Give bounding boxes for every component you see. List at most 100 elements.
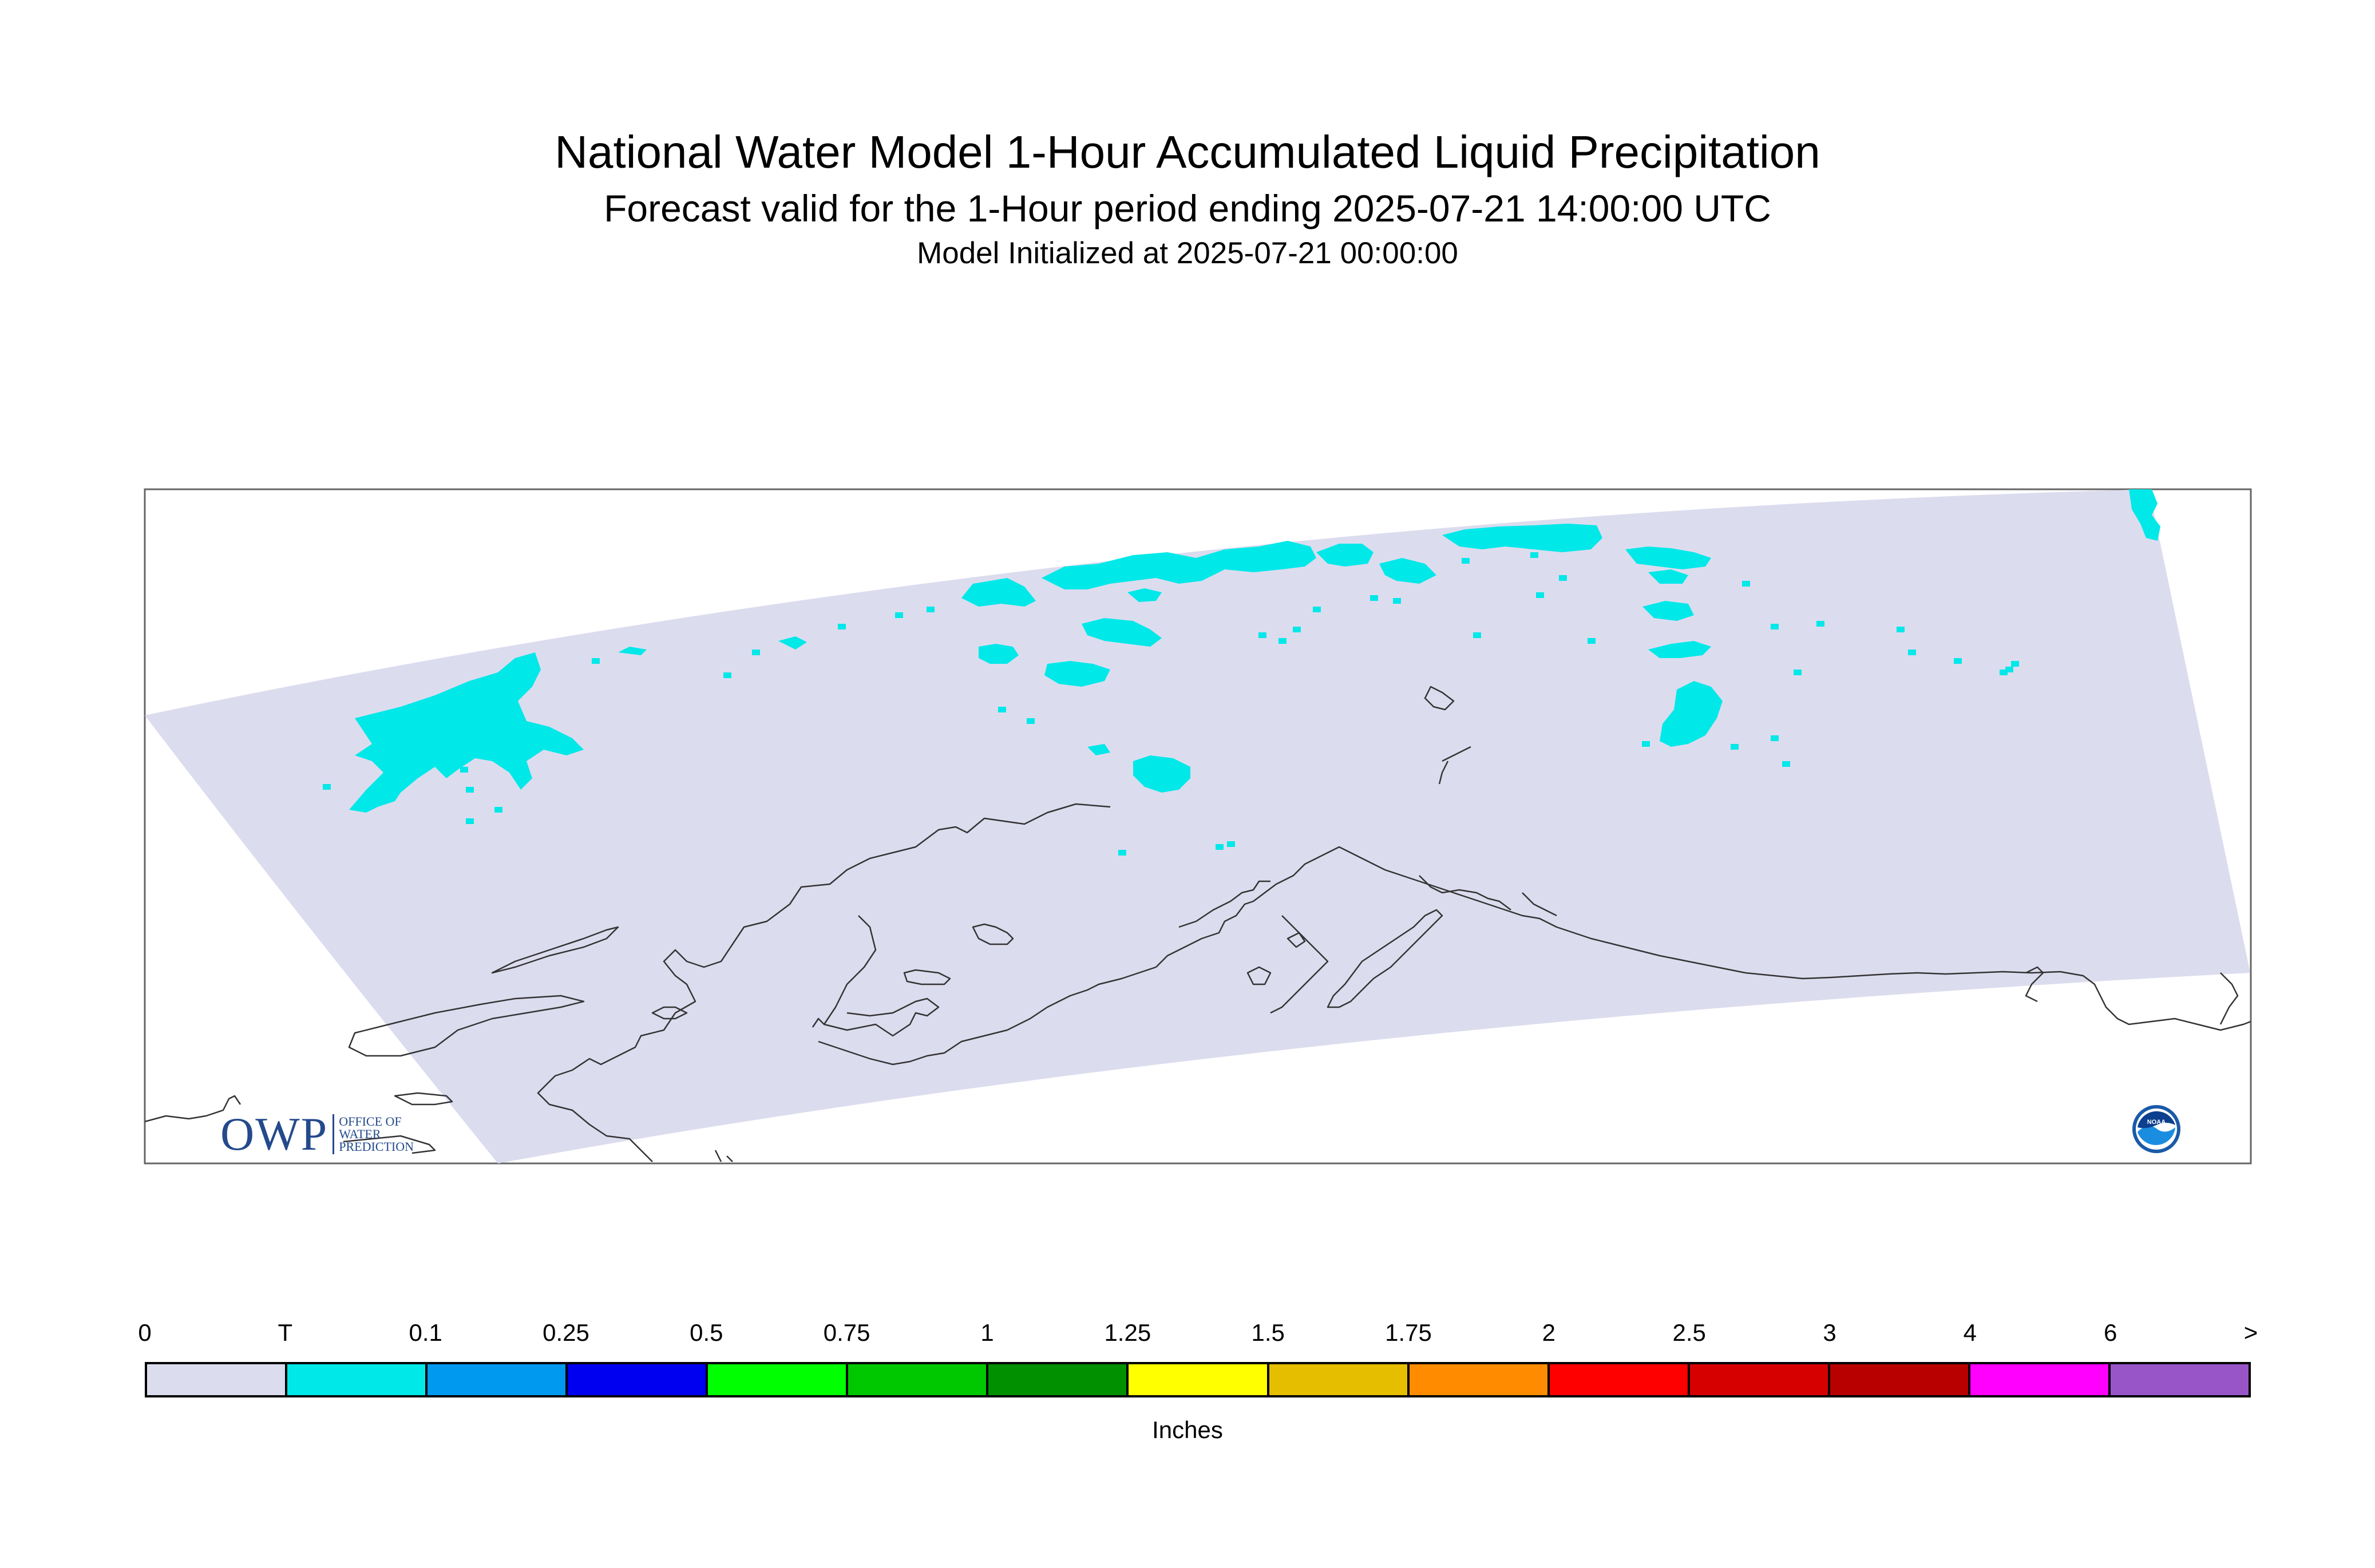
precip-trace-area <box>466 818 474 824</box>
coastline <box>1522 892 1557 917</box>
coastline <box>714 1150 733 1162</box>
precip-trace-area <box>1954 658 1962 664</box>
legend-tick-label: 6 <box>2103 1319 2117 1346</box>
coastline <box>1287 932 1306 948</box>
precip-trace-area <box>1771 624 1779 629</box>
precip-trace-area <box>466 787 474 793</box>
precip-trace-area <box>1473 632 1481 638</box>
precip-areas <box>323 489 2160 856</box>
coastline <box>491 926 619 974</box>
legend-tick-label: T <box>278 1319 293 1346</box>
legend-tick-label: 4 <box>1963 1319 1977 1346</box>
precip-trace-area <box>494 807 502 813</box>
coastline <box>903 969 951 985</box>
precip-trace-area <box>1293 627 1301 632</box>
precip-trace-area <box>1731 744 1739 750</box>
legend-tick-label: 0.25 <box>543 1319 589 1346</box>
owp-logo-subtext: OFFICE OF WATER PREDICTION <box>339 1115 414 1153</box>
precip-trace-area <box>1816 621 1824 627</box>
precip-trace-area <box>1742 581 1750 587</box>
precip-trace-area <box>1897 627 1905 632</box>
precip-trace-area <box>1536 592 1544 598</box>
precip-trace-area <box>1625 547 1711 569</box>
precip-trace-area <box>723 672 731 678</box>
legend-tick-label: > <box>2243 1319 2258 1346</box>
precip-trace-area <box>1082 618 1162 647</box>
legend-tick-label: 0 <box>138 1319 152 1346</box>
coastline <box>824 997 940 1037</box>
coastlines <box>145 686 2251 1162</box>
precip-trace-area <box>1127 588 1162 602</box>
legend-swatch <box>568 1364 708 1395</box>
map-subtitle: Forecast valid for the 1-Hour period end… <box>604 187 1771 229</box>
precip-trace-area <box>2011 661 2019 667</box>
legend-swatch <box>1689 1364 1830 1395</box>
legend-tick-label: 3 <box>1823 1319 1836 1346</box>
precip-trace-area <box>618 647 647 655</box>
coastline <box>343 1135 436 1154</box>
legend-tick-label: 1 <box>980 1319 994 1346</box>
precip-trace-area <box>998 707 1006 712</box>
precip-trace-area <box>838 624 846 629</box>
legend-swatch <box>147 1364 288 1395</box>
precip-trace-area <box>1216 844 1224 850</box>
legend-swatch <box>1129 1364 1269 1395</box>
legend-swatch <box>287 1364 428 1395</box>
precip-trace-area <box>1648 569 1688 584</box>
precip-trace-area <box>1313 607 1321 612</box>
coastline <box>1442 746 1471 762</box>
precip-trace-area <box>778 636 807 650</box>
legend-swatch <box>1549 1364 1690 1395</box>
legend-tick-label: 0.5 <box>690 1319 723 1346</box>
precip-trace-area <box>2005 667 2013 672</box>
precip-trace-area <box>1044 661 1110 687</box>
precip-trace-area <box>1642 741 1650 747</box>
coastline <box>2219 972 2239 1025</box>
owp-logo-sub3: PREDICTION <box>339 1139 414 1154</box>
coastline <box>1327 909 1443 1008</box>
precip-trace-area <box>752 650 760 655</box>
owp-logo-letters: OWP <box>220 1108 328 1160</box>
precip-trace-area <box>1087 744 1110 755</box>
coastline <box>348 995 585 1057</box>
coastline <box>1419 875 1511 910</box>
precip-trace-area <box>1370 595 1378 601</box>
precip-trace-area <box>349 652 584 813</box>
map-title: National Water Model 1-Hour Accumulated … <box>555 126 1820 177</box>
coastline <box>2025 966 2044 1003</box>
coastline <box>1424 686 1455 711</box>
owp-logo-divider <box>332 1114 335 1154</box>
coastline <box>1178 880 1270 928</box>
legend-swatch <box>1269 1364 1410 1395</box>
precip-trace-area <box>1227 841 1235 847</box>
precip-trace-area <box>979 644 1019 664</box>
noaa-logo: NOAA <box>2132 1105 2180 1153</box>
model-init-label: Model Initialized at 2025-07-21 00:00:00 <box>917 236 1458 270</box>
noaa-logo-text: NOAA <box>2147 1119 2166 1126</box>
precip-trace-area <box>1648 641 1711 658</box>
precip-trace-area <box>1278 638 1287 644</box>
precip-trace-area <box>1660 681 1723 747</box>
coastline <box>1155 846 1746 974</box>
legend-swatch <box>848 1364 989 1395</box>
legend-tick-label: 0.75 <box>823 1319 870 1346</box>
precip-trace-area <box>2000 670 2008 675</box>
coastline <box>537 803 1111 1162</box>
precip-trace-area <box>1771 735 1779 741</box>
precip-trace-area <box>1642 601 1694 621</box>
precip-trace-area <box>1379 558 1436 584</box>
precip-trace-area <box>1530 552 1538 558</box>
precip-trace-area <box>1133 755 1190 793</box>
precip-trace-area <box>1588 638 1596 644</box>
owp-logo-sub1: OFFICE OF <box>339 1114 402 1129</box>
legend-tick-label: 0.1 <box>409 1319 442 1346</box>
coastline <box>651 1006 688 1020</box>
precip-trace-area <box>1042 541 1316 589</box>
precip-trace-area <box>1258 632 1266 638</box>
legend-units-label: Inches <box>1152 1416 1223 1443</box>
legend-bar <box>145 1362 2251 1397</box>
legend-swatch <box>1970 1364 2111 1395</box>
model-domain-area <box>145 489 2250 1163</box>
precip-trace-area <box>961 578 1036 607</box>
